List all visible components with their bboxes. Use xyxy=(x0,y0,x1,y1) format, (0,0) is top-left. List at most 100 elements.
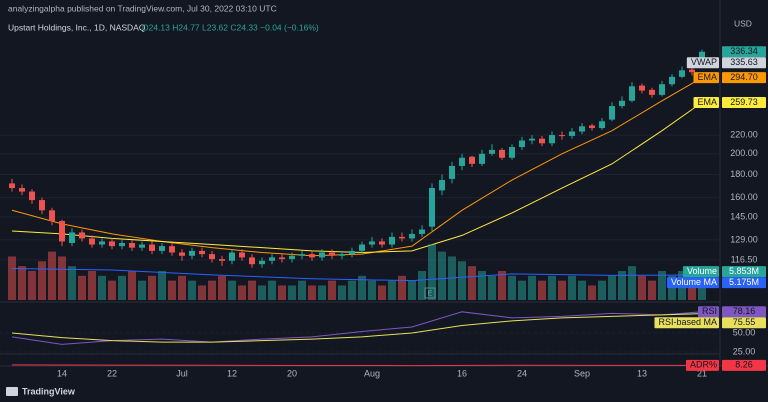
candle-body xyxy=(129,242,135,248)
value-label-box xyxy=(722,317,766,329)
candle-body xyxy=(179,252,185,256)
candle-body xyxy=(299,254,305,256)
y-tick-label: 50.00 xyxy=(733,327,756,337)
candle-body xyxy=(469,156,475,164)
y-tick-label: 200.00 xyxy=(730,148,758,158)
volume-bar xyxy=(98,275,106,300)
indicator-line xyxy=(11,313,703,343)
candle-body xyxy=(609,106,615,120)
volume-bar xyxy=(538,280,546,300)
candle-body xyxy=(99,241,105,245)
candle-body xyxy=(369,241,375,245)
candle-body xyxy=(429,188,435,227)
indicator-name-box xyxy=(654,317,719,329)
volume-bar xyxy=(148,275,156,300)
volume-bar xyxy=(108,280,116,300)
currency: USD xyxy=(734,18,752,28)
volume-bar xyxy=(228,280,236,300)
candle-body xyxy=(189,250,195,256)
published-note: analyzingalpha published on TradingView.… xyxy=(8,3,277,13)
volume-bar xyxy=(198,285,206,300)
value-label-box xyxy=(722,46,766,58)
volume-bar xyxy=(168,280,176,300)
candle-body xyxy=(239,252,245,258)
candle-body xyxy=(339,254,345,256)
indicator-name-box xyxy=(682,266,719,278)
indicator-name-box xyxy=(685,359,719,371)
indicator-name: EMA xyxy=(697,97,717,107)
indicator-name-box xyxy=(693,96,719,108)
volume-bar xyxy=(388,280,396,300)
candle-body xyxy=(389,236,395,245)
volume-bar xyxy=(18,266,26,300)
candle-body xyxy=(29,191,35,201)
x-tick-label: Jul xyxy=(176,368,188,378)
volume-bar xyxy=(238,285,246,300)
value-label: 294.70 xyxy=(730,72,758,82)
volume-bar xyxy=(618,270,626,300)
volume-bar xyxy=(298,280,306,300)
volume-bar xyxy=(528,275,536,300)
indicator-name: VWAP xyxy=(691,57,717,67)
volume-bar xyxy=(418,270,426,300)
value-label: 78.16 xyxy=(733,306,756,316)
candle-body xyxy=(639,85,645,91)
x-tick-label: 21 xyxy=(697,368,707,378)
volume-bar xyxy=(638,275,646,300)
x-tick-label: 16 xyxy=(457,368,467,378)
candle-body xyxy=(269,257,275,261)
candle-body xyxy=(329,252,335,256)
indicator-name: RSI-based MA xyxy=(658,317,717,327)
volume-bar xyxy=(118,275,126,300)
y-tick-label: 25.00 xyxy=(733,346,756,356)
y-tick-label: 160.00 xyxy=(730,192,758,202)
candle-body xyxy=(669,76,675,85)
x-tick-label: 20 xyxy=(287,368,297,378)
ohlc-readout: O24.13 H24.77 L23.62 C24.33 −0.04 (−0.16… xyxy=(142,22,319,32)
volume-bar xyxy=(8,256,16,300)
value-label-box xyxy=(722,57,766,69)
value-label: 8.26 xyxy=(735,360,753,370)
y-tick-label: 129.00 xyxy=(730,234,758,244)
value-label: 5.853M xyxy=(729,266,759,276)
volume-bar xyxy=(598,280,606,300)
volume-bar xyxy=(648,280,656,300)
candle-body xyxy=(309,254,315,258)
logo[interactable]: TradingView xyxy=(22,386,76,396)
volume-bar xyxy=(308,285,316,300)
volume-bar xyxy=(138,280,146,300)
volume-bar xyxy=(48,251,56,300)
candle-body xyxy=(529,138,535,141)
candle-body xyxy=(379,241,385,245)
candle-body xyxy=(79,232,85,239)
volume-bar xyxy=(468,266,476,300)
x-tick-label: 14 xyxy=(57,368,67,378)
volume-bar xyxy=(288,285,296,300)
candle-body xyxy=(219,259,225,261)
candle-body xyxy=(139,244,145,248)
volume-bar xyxy=(218,275,226,300)
volume-bar xyxy=(128,270,136,300)
candle-body xyxy=(319,252,325,258)
candle-body xyxy=(599,121,605,129)
value-label-box xyxy=(722,359,766,371)
candle-body xyxy=(89,238,95,245)
value-label: 336.34 xyxy=(730,46,758,56)
candle-body xyxy=(19,188,25,192)
indicator-name-box xyxy=(693,72,719,84)
volume-bar xyxy=(568,275,576,300)
indicator-name: RSI xyxy=(702,306,717,316)
value-label-box xyxy=(722,277,766,289)
candle-body xyxy=(39,200,45,211)
candle-body xyxy=(279,257,285,260)
candle-body xyxy=(509,147,515,158)
candle-body xyxy=(549,135,555,144)
volume-bar xyxy=(188,280,196,300)
indicator-name: Volume xyxy=(687,266,717,276)
candle-body xyxy=(679,70,685,77)
volume-bar xyxy=(488,275,496,300)
candle-body xyxy=(439,180,445,191)
candle-body xyxy=(249,257,255,265)
candle-body xyxy=(49,210,55,222)
